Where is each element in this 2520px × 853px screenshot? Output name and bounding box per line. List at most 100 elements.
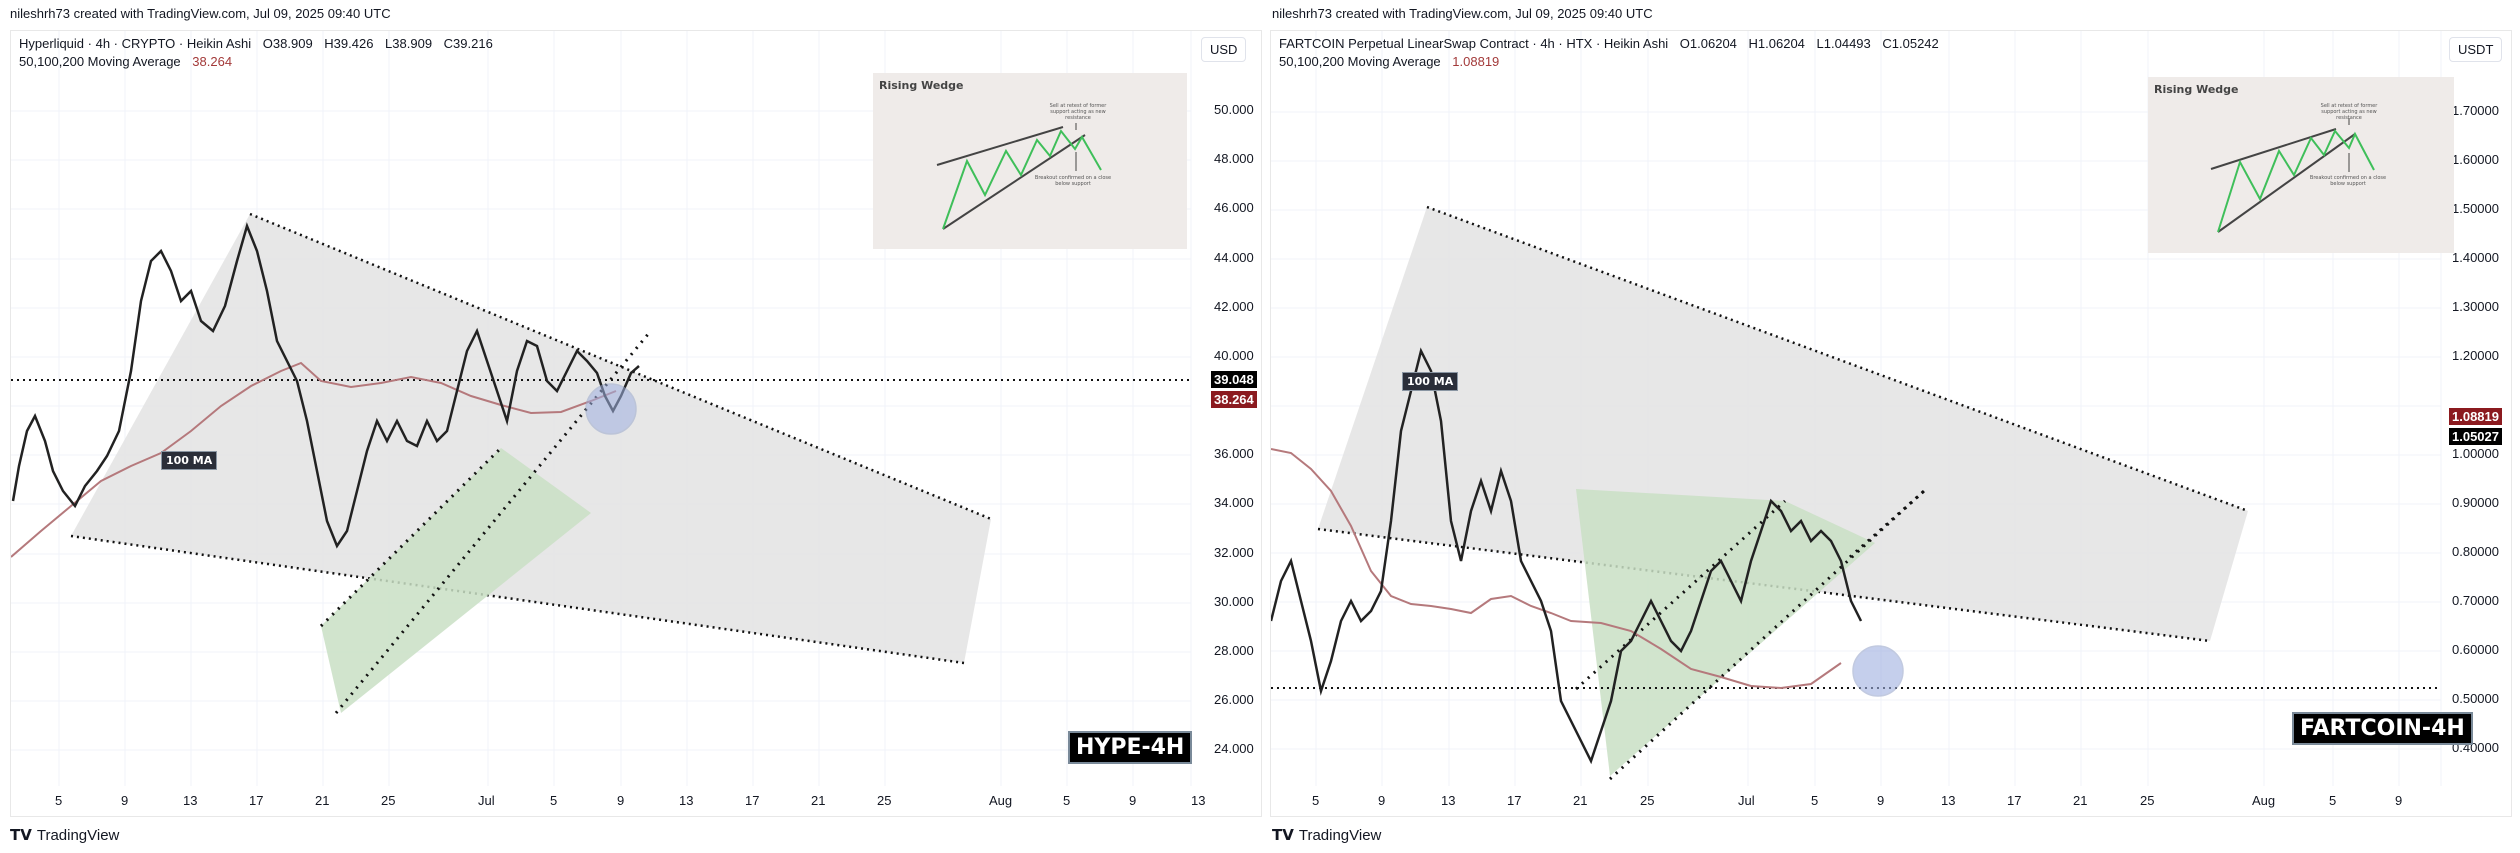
x-tick: 13 bbox=[1941, 793, 1956, 808]
y-tick: 1.70000 bbox=[2452, 103, 2499, 118]
symbol-line: Hyperliquid · 4h · CRYPTO · Heikin Ashi … bbox=[19, 36, 493, 51]
inset-note-bottom: Breakout confirmed on a close below supp… bbox=[2309, 175, 2387, 187]
y-tick: 42.000 bbox=[1214, 299, 1254, 314]
y-tick: 1.00000 bbox=[2452, 446, 2499, 461]
x-tick: 13 bbox=[1441, 793, 1456, 808]
current-price-tag: 39.048 bbox=[1211, 371, 1257, 388]
x-tick: 9 bbox=[1877, 793, 1885, 808]
x-tick: 9 bbox=[617, 793, 625, 808]
x-tick: 17 bbox=[1507, 793, 1522, 808]
y-tick: 32.000 bbox=[1214, 545, 1254, 560]
x-tick: Aug bbox=[2252, 793, 2276, 808]
rising-channel-area bbox=[321, 448, 591, 713]
x-tick: 5 bbox=[2329, 793, 2337, 808]
symbol-tag: HYPE-4H bbox=[1068, 731, 1193, 764]
y-tick: 1.20000 bbox=[2452, 348, 2499, 363]
x-tick: 9 bbox=[2395, 793, 2403, 808]
tradingview-logo-icon: TV bbox=[1272, 826, 1294, 844]
breakdown-circle bbox=[585, 383, 637, 435]
x-tick: 21 bbox=[811, 793, 826, 808]
symbol-title: Hyperliquid · 4h · CRYPTO · Heikin Ashi bbox=[19, 36, 252, 51]
x-tick: 17 bbox=[745, 793, 760, 808]
ma-100-line bbox=[1271, 448, 1842, 690]
x-tick: 13 bbox=[679, 793, 694, 808]
y-tick: 1.50000 bbox=[2452, 201, 2499, 216]
ma-100-label: 100 MA bbox=[1402, 372, 1459, 391]
x-tick: 17 bbox=[2007, 793, 2022, 808]
chart-canvas[interactable] bbox=[1271, 31, 2511, 816]
y-tick: 1.30000 bbox=[2452, 299, 2499, 314]
x-tick: 21 bbox=[315, 793, 330, 808]
ohlc-close: 1.05242 bbox=[1891, 36, 1939, 51]
descending-wedge-area bbox=[71, 214, 991, 663]
breakdown-circle bbox=[1852, 645, 1904, 697]
inset-diagram bbox=[2210, 118, 2375, 233]
x-tick: 21 bbox=[1573, 793, 1588, 808]
ohlc-low: 38.909 bbox=[392, 36, 433, 51]
ma-100-label: 100 MA bbox=[161, 451, 218, 470]
indicator-line[interactable]: 50,100,200 Moving Average 1.08819 bbox=[1279, 53, 1939, 71]
indicator-value: 38.264 bbox=[192, 54, 233, 69]
x-tick: 9 bbox=[121, 793, 129, 808]
x-tick: 25 bbox=[381, 793, 396, 808]
tradingview-logo-left[interactable]: TV TradingView bbox=[10, 826, 119, 844]
inset-note-top: Sell at retest of former support acting … bbox=[1049, 103, 1107, 121]
inset-note-bottom: Breakout confirmed on a close below supp… bbox=[1034, 175, 1112, 187]
indicator-label: 50,100,200 Moving Average bbox=[19, 54, 181, 69]
x-tick: 9 bbox=[1378, 793, 1386, 808]
x-tick: 25 bbox=[1640, 793, 1655, 808]
x-tick: 5 bbox=[1063, 793, 1071, 808]
chart-canvas[interactable] bbox=[11, 31, 1261, 816]
channel-extension-line bbox=[1849, 489, 1925, 559]
tradingview-logo-text: TradingView bbox=[36, 827, 120, 844]
ma-100-line bbox=[11, 361, 617, 558]
tradingview-logo-text: TradingView bbox=[1298, 827, 1382, 844]
x-tick: 13 bbox=[1191, 793, 1206, 808]
x-tick: 9 bbox=[1129, 793, 1137, 808]
inset-note-top: Sell at retest of former support acting … bbox=[2320, 103, 2378, 121]
ohlc-high: 1.06204 bbox=[1757, 36, 1805, 51]
y-tick: 0.80000 bbox=[2452, 544, 2499, 559]
chart-panel-fartcoin[interactable]: FARTCOIN Perpetual LinearSwap Contract ·… bbox=[1270, 30, 2512, 817]
x-tick: Jul bbox=[478, 793, 495, 808]
y-tick: 34.000 bbox=[1214, 495, 1254, 510]
y-tick: 1.40000 bbox=[2452, 250, 2499, 265]
currency-button[interactable]: USDT bbox=[2449, 37, 2503, 62]
rising-wedge-inset: Rising Wedge Sell at retest of former su… bbox=[873, 73, 1187, 249]
currency-button[interactable]: USD bbox=[1201, 37, 1247, 62]
y-tick: 0.90000 bbox=[2452, 495, 2499, 510]
inset-diagram bbox=[936, 123, 1102, 230]
y-tick: 50.000 bbox=[1214, 102, 1254, 117]
ma-price-tag: 38.264 bbox=[1211, 391, 1257, 408]
indicator-label: 50,100,200 Moving Average bbox=[1279, 54, 1441, 69]
ohlc-high: 39.426 bbox=[333, 36, 374, 51]
x-tick: 25 bbox=[2140, 793, 2155, 808]
y-tick: 40.000 bbox=[1214, 348, 1254, 363]
x-tick: 5 bbox=[55, 793, 63, 808]
y-tick: 36.000 bbox=[1214, 446, 1254, 461]
y-tick: 0.60000 bbox=[2452, 642, 2499, 657]
x-tick: 25 bbox=[877, 793, 892, 808]
indicator-line[interactable]: 50,100,200 Moving Average 38.264 bbox=[19, 53, 493, 71]
price-series bbox=[11, 222, 640, 549]
rising-wedge-inset: Rising Wedge Sell at retest of former su… bbox=[2148, 77, 2454, 253]
x-tick: 13 bbox=[183, 793, 198, 808]
x-tick: 21 bbox=[2073, 793, 2088, 808]
author-credit-right: nileshrh73 created with TradingView.com,… bbox=[1272, 6, 1653, 21]
x-tick: 17 bbox=[249, 793, 264, 808]
y-tick: 0.50000 bbox=[2452, 691, 2499, 706]
x-tick: 5 bbox=[550, 793, 558, 808]
tradingview-logo-right[interactable]: TV TradingView bbox=[1272, 826, 1381, 844]
descending-wedge-area bbox=[1318, 207, 2248, 641]
chart-legend: FARTCOIN Perpetual LinearSwap Contract ·… bbox=[1279, 35, 1939, 71]
x-tick: 5 bbox=[1312, 793, 1320, 808]
y-tick: 26.000 bbox=[1214, 692, 1254, 707]
wedge-upper-trendline bbox=[1426, 205, 2249, 513]
symbol-line: FARTCOIN Perpetual LinearSwap Contract ·… bbox=[1279, 36, 1939, 51]
rising-channel-area bbox=[1576, 489, 1875, 776]
y-tick: 0.70000 bbox=[2452, 593, 2499, 608]
wedge-upper-trendline bbox=[249, 212, 992, 521]
chart-panel-hype[interactable]: Hyperliquid · 4h · CRYPTO · Heikin Ashi … bbox=[10, 30, 1262, 817]
y-tick: 30.000 bbox=[1214, 594, 1254, 609]
y-tick: 46.000 bbox=[1214, 200, 1254, 215]
